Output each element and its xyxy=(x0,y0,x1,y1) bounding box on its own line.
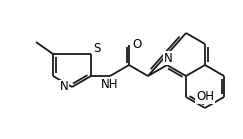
Text: S: S xyxy=(93,42,101,54)
Text: N: N xyxy=(164,52,172,64)
Text: O: O xyxy=(132,39,142,52)
Text: OH: OH xyxy=(196,90,214,104)
Text: NH: NH xyxy=(101,78,119,90)
Text: N: N xyxy=(60,80,68,94)
